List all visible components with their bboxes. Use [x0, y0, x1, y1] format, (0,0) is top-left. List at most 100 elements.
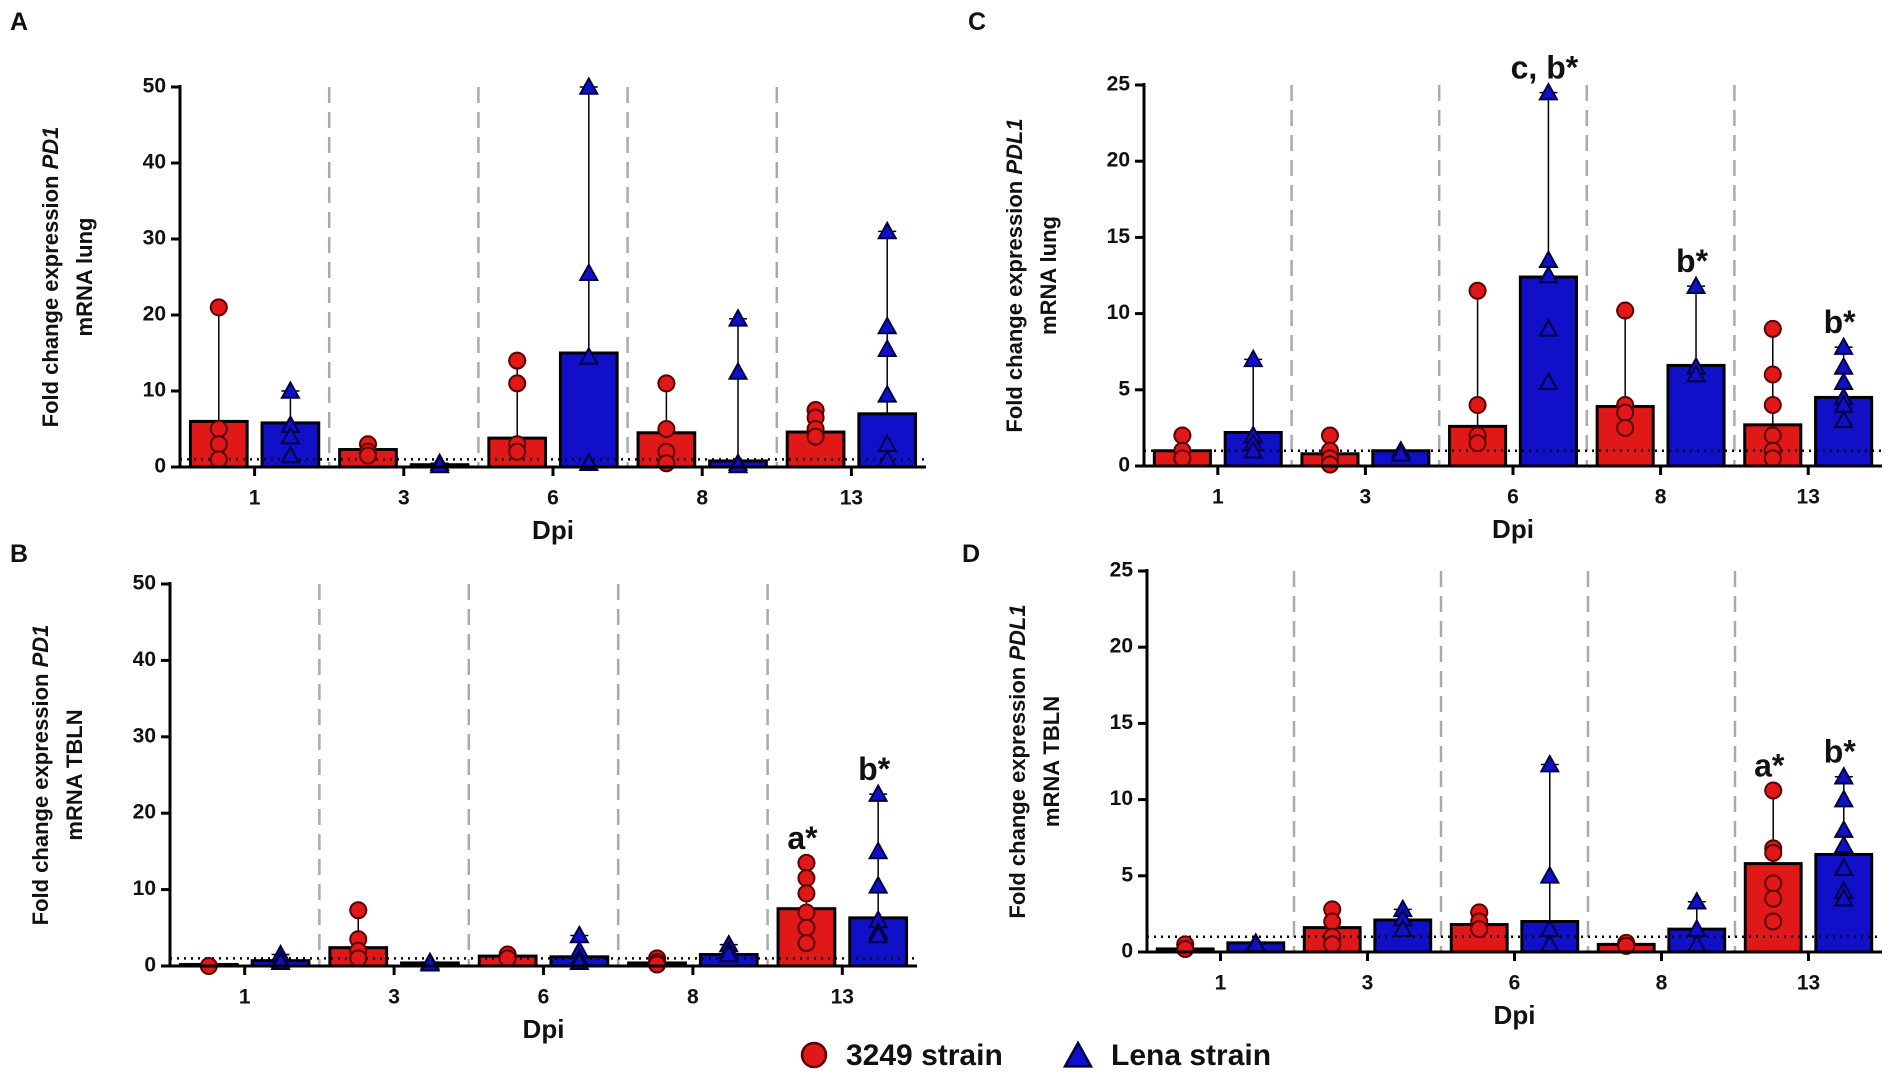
data-point [1616, 301, 1635, 320]
bar [1518, 275, 1578, 468]
x-tick-label: 13 [840, 487, 863, 510]
data-point [867, 924, 889, 944]
data-point [1763, 449, 1782, 468]
data-point [797, 934, 816, 953]
data-point [1323, 935, 1342, 954]
data-point [1538, 318, 1559, 337]
x-tick-label: 1 [1212, 486, 1224, 509]
data-point [806, 427, 825, 446]
x-tick-label: 6 [538, 986, 550, 1009]
y-axis-label-gene: PD1 [28, 625, 53, 668]
annotation: b* [858, 751, 891, 787]
data-point [358, 446, 377, 465]
data-point [1616, 418, 1635, 437]
data-point [1173, 426, 1192, 445]
y-tick-label: 30 [143, 227, 166, 250]
y-tick-label: 30 [133, 724, 156, 747]
data-point [877, 315, 898, 335]
data-point [508, 442, 527, 461]
data-point [1833, 371, 1854, 390]
x-tick-label: 8 [1656, 972, 1668, 995]
data-point [1470, 920, 1489, 939]
y-tick-label: 50 [133, 572, 156, 595]
y-tick-label: 25 [1110, 559, 1134, 582]
data-point [209, 435, 228, 454]
data-point [1833, 766, 1854, 785]
y-tick-label: 20 [1110, 635, 1133, 658]
data-point [727, 361, 749, 380]
x-tick-label: 3 [388, 986, 400, 1009]
data-point [1833, 857, 1854, 876]
x-axis-label: Dpi [1492, 514, 1534, 544]
y-tick-label: 40 [133, 648, 156, 671]
panel-label: C [968, 8, 986, 36]
y-axis-label-text: Fold change expression [1002, 181, 1027, 433]
data-point [1764, 781, 1783, 800]
y-axis-label: Fold change expression PDL1 [1002, 118, 1027, 432]
x-tick-label: 3 [1362, 972, 1374, 995]
y-tick-label: 10 [143, 379, 166, 402]
data-point [1323, 912, 1342, 931]
x-tick-label: 3 [1360, 486, 1372, 509]
data-point [508, 351, 527, 370]
data-point [1616, 403, 1635, 422]
data-point [1764, 843, 1783, 862]
y-tick-label: 0 [1121, 940, 1133, 963]
legend-label: 3249 strain [846, 1039, 1003, 1072]
data-point [1539, 865, 1560, 884]
x-tick-label: 6 [547, 487, 559, 510]
y-tick-label: 15 [1110, 711, 1134, 734]
y-tick-label: 5 [1121, 863, 1133, 886]
data-point [578, 346, 600, 365]
data-point [1320, 426, 1339, 445]
data-point [1833, 819, 1854, 838]
x-tick-label: 3 [398, 487, 410, 510]
y-axis-label-text: Fold change expression [28, 674, 53, 926]
annotation: a* [787, 820, 818, 856]
x-axis-label: Dpi [523, 1014, 565, 1044]
y-tick-label: 25 [1107, 73, 1131, 96]
data-point [1833, 356, 1854, 375]
data-point [657, 374, 676, 393]
y-axis-label: Fold change expression PD1 [28, 625, 53, 926]
data-point [1173, 449, 1192, 468]
data-point [727, 308, 749, 327]
data-point [569, 924, 590, 944]
y-axis-label-2: mRNA lung [72, 218, 97, 337]
data-point [657, 454, 676, 473]
data-point [508, 374, 527, 393]
data-point [1538, 82, 1559, 101]
data-point [877, 220, 898, 240]
y-tick-label: 5 [1118, 377, 1130, 400]
data-point [867, 783, 889, 802]
x-tick-label: 8 [1655, 486, 1667, 509]
y-axis-label-gene: PD1 [38, 127, 63, 170]
data-point [1176, 939, 1195, 958]
data-point [1763, 426, 1782, 445]
data-point [1392, 918, 1413, 937]
annotation: a* [1754, 747, 1785, 783]
y-axis-label-2: mRNA lung [1036, 216, 1061, 335]
data-point [797, 884, 816, 903]
data-point [1243, 440, 1264, 459]
y-tick-label: 40 [143, 151, 166, 174]
data-point [1468, 396, 1487, 415]
x-tick-label: 6 [1507, 486, 1519, 509]
y-axis-label-text: Fold change expression [1005, 667, 1030, 919]
data-point [578, 76, 600, 95]
legend-marker [1062, 1040, 1094, 1068]
data-point [1833, 409, 1854, 429]
data-point [349, 949, 368, 968]
y-axis-label-text: Fold change expression [38, 176, 63, 428]
data-point [209, 420, 228, 438]
data-point [1685, 275, 1707, 294]
x-tick-label: 6 [1509, 972, 1521, 995]
x-tick-label: 13 [1797, 486, 1820, 509]
panel-label: B [10, 540, 28, 568]
data-point [648, 955, 667, 974]
y-tick-label: 50 [143, 75, 166, 98]
data-point [797, 918, 816, 937]
data-point [877, 384, 898, 403]
data-point [498, 949, 517, 968]
data-point [867, 840, 889, 860]
